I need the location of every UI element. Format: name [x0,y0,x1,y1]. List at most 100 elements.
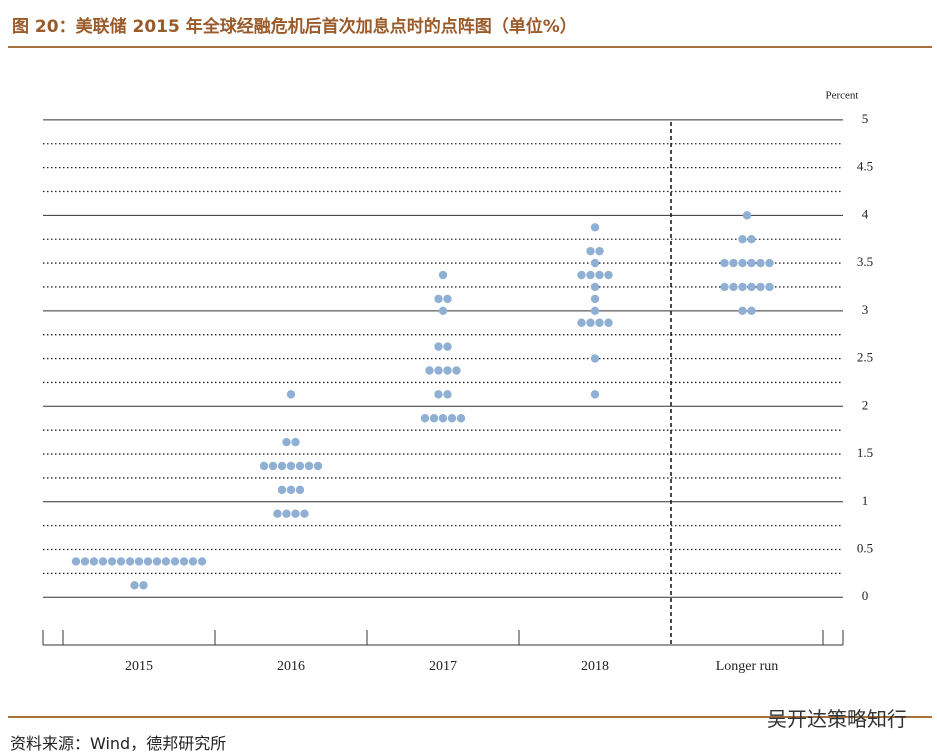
footer-rule [8,716,932,718]
dot [282,509,291,518]
dot [434,366,443,375]
dot [286,390,296,399]
dot [434,294,443,304]
dot [107,557,117,566]
dot [139,581,148,590]
dot [434,342,443,351]
y-tick-label: 0 [862,588,869,603]
dot [590,294,600,304]
dot [595,246,604,256]
x-tick-label: 2018 [581,659,609,674]
dot [720,258,729,268]
dot [742,211,752,220]
dot [765,258,774,268]
dot [313,461,323,471]
dot [738,306,747,316]
dot [152,557,162,566]
dot [170,557,180,566]
dot [765,282,774,292]
dot [434,390,443,399]
y-tick-label: 3.5 [857,254,873,269]
dot [720,282,729,292]
dot [590,354,600,363]
dot [116,557,126,566]
dot [590,258,600,268]
dot [188,557,198,566]
dot [738,282,747,292]
dot [438,414,448,423]
x-tick-label: 2016 [277,659,305,674]
dot [134,557,144,566]
dot [282,437,291,447]
dot [98,557,108,566]
dot [747,306,756,316]
dot [590,390,600,399]
dot [590,223,600,232]
dot [197,557,207,566]
dot [747,235,756,244]
x-tick-label: 2015 [125,659,153,674]
dot [429,414,439,423]
dot [577,318,586,327]
dot [125,557,135,566]
dot [577,270,586,280]
y-tick-label: 2 [862,397,869,412]
dot [268,461,278,471]
dot [300,509,309,518]
dot [273,509,282,518]
watermark: 吴开达策略知行 [767,707,907,731]
dot [295,461,305,471]
dot [443,390,452,399]
y-tick-label: 1 [862,493,869,508]
y-tick-label: 3 [862,302,869,317]
y-tick-label: 0.5 [857,541,873,556]
title-rule [8,46,932,48]
dot [304,461,314,471]
dot [291,437,300,447]
dot [738,258,747,268]
dot [586,270,595,280]
dot [286,485,296,495]
dot [586,246,595,256]
dot [161,557,171,566]
dot [130,581,139,590]
dot [143,557,153,566]
dot [747,282,756,292]
dot [456,414,466,423]
dot [729,282,738,292]
y-axis-label: Percent [826,90,859,102]
dot [729,258,738,268]
dot [604,318,613,327]
y-tick-label: 4 [862,206,869,221]
source: 资料来源：Wind，德邦研究所 [10,734,227,753]
y-tick-label: 4.5 [857,159,873,174]
y-tick-label: 5 [862,111,869,126]
dot [438,270,448,280]
y-tick-label: 1.5 [857,445,873,460]
dot [277,461,287,471]
dot [286,461,296,471]
dot [425,366,434,375]
dot [452,366,461,375]
dot [595,270,604,280]
dot [586,318,595,327]
dot [590,282,600,292]
dot [420,414,430,423]
title: 图 20：美联储 2015 年全球经融危机后首次加息点时的点阵图（单位%） [12,17,577,37]
dot [80,557,90,566]
dot [438,306,448,316]
dot [277,485,287,495]
chart: Percent 0 0.5 1 1.5 2 2.5 3 3.5 4 4.5 5 2015 2016 201… [42,90,873,674]
dot [756,282,765,292]
dot [71,557,81,566]
dot [738,235,747,244]
x-tick-label: Longer run [716,659,779,674]
dot [590,306,600,316]
dot [259,461,269,471]
dot [443,366,452,375]
dot [604,270,613,280]
dot [443,342,452,351]
dot [747,258,756,268]
dot [756,258,765,268]
